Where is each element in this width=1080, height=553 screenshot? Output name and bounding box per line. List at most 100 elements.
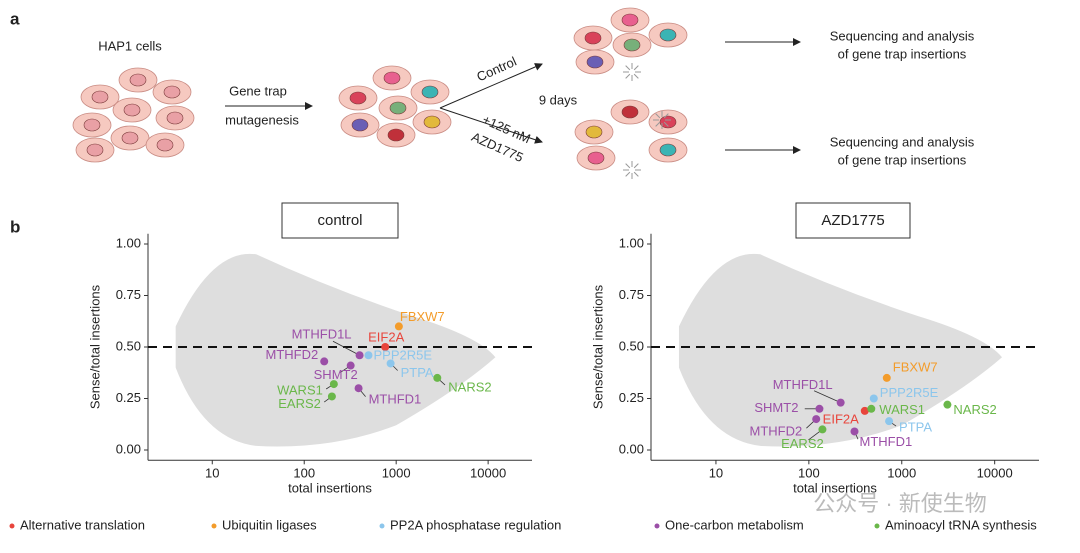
diagram-label: mutagenesis (225, 112, 299, 127)
point-label: EIF2A (368, 329, 404, 344)
nucleus (621, 105, 639, 119)
point-label: MTHFD2 (266, 347, 319, 362)
nucleus (659, 115, 677, 129)
point (320, 357, 329, 366)
point-label: NARS2 (953, 402, 996, 417)
dead-cell (633, 163, 639, 169)
nucleus (584, 31, 602, 45)
point-label: MTHFD1L (773, 377, 833, 392)
point-label: WARS1 (879, 402, 925, 417)
diagram-label: Control (474, 54, 518, 85)
diagram-label: Sequencing and analysis (830, 134, 975, 149)
nucleus (83, 118, 101, 132)
legend-marker (874, 523, 880, 529)
y-tick-label: 0.50 (619, 338, 644, 353)
dead-cell (655, 113, 661, 119)
point-label: PPP2R5E (880, 385, 939, 400)
nucleus (383, 71, 401, 85)
point (386, 359, 395, 368)
x-tick-label: 10 (205, 466, 219, 481)
x-tick-label: 100 (798, 466, 820, 481)
background-cloud (678, 253, 1003, 447)
y-tick-label: 0.50 (116, 338, 141, 353)
diagram-label: of gene trap insertions (838, 46, 967, 61)
point-label: WARS1 (277, 383, 323, 398)
point (882, 373, 891, 382)
point (867, 404, 876, 413)
arrow (439, 63, 543, 109)
point-label: MTHFD1L (292, 327, 352, 342)
title-box (281, 202, 399, 239)
point-label: PTPA (401, 365, 434, 380)
diagram-label: Gene trap (229, 83, 287, 98)
chart-title: AZD1775 (821, 212, 884, 229)
x-tick-label: 10 (709, 466, 723, 481)
point-label: SHMT2 (314, 367, 358, 382)
point (885, 417, 894, 426)
nucleus (423, 115, 441, 129)
diagram-label: of gene trap insertions (838, 152, 967, 167)
point (836, 398, 845, 407)
legend-marker (379, 523, 385, 529)
nucleus (129, 73, 147, 87)
dead-cell (655, 121, 661, 127)
legend-label: PP2A phosphatase regulation (390, 517, 561, 532)
y-axis-label: Sense/total insertions (590, 284, 605, 409)
legend-label: Ubiquitin ligases (222, 517, 317, 532)
point (354, 384, 363, 393)
nucleus (121, 131, 139, 145)
point (943, 400, 952, 409)
nucleus (351, 118, 369, 132)
point-label: EIF2A (823, 411, 859, 426)
x-axis-label: total insertions (793, 481, 877, 496)
nucleus (156, 138, 174, 152)
dead-cell (625, 73, 631, 79)
point (364, 351, 373, 360)
nucleus (585, 125, 603, 139)
point-label: PTPA (899, 420, 932, 435)
nucleus (123, 103, 141, 117)
x-axis-label: total insertions (288, 481, 372, 496)
nucleus (166, 111, 184, 125)
nucleus (389, 101, 407, 115)
dead-cell (633, 171, 639, 177)
nucleus (659, 28, 677, 42)
point-label: FBXW7 (893, 359, 938, 374)
x-tick-label: 100 (293, 466, 315, 481)
point (394, 322, 403, 331)
x-tick-label: 10000 (977, 466, 1013, 481)
dead-cell (633, 65, 639, 71)
nucleus (163, 85, 181, 99)
point (433, 373, 442, 382)
diagram-label: HAP1 cells (98, 38, 162, 53)
y-tick-label: 0.00 (116, 441, 141, 456)
leader-line (813, 390, 841, 403)
point (329, 380, 338, 389)
nucleus (86, 143, 104, 157)
x-tick-label: 1000 (887, 466, 916, 481)
dead-cell (625, 163, 631, 169)
arrow (439, 107, 543, 144)
point-label: MTHFD1 (860, 434, 913, 449)
point-label: EARS2 (278, 396, 321, 411)
y-tick-label: 0.25 (619, 390, 644, 405)
x-tick-label: 10000 (470, 466, 506, 481)
point (815, 404, 824, 413)
nucleus (621, 13, 639, 27)
legend-label: One-carbon metabolism (665, 517, 804, 532)
dead-cell (663, 113, 669, 119)
point-label: MTHFD1 (369, 392, 422, 407)
point-label: PPP2R5E (373, 348, 432, 363)
nucleus (623, 38, 641, 52)
legend-marker (654, 523, 660, 529)
dead-cell (625, 171, 631, 177)
point (850, 427, 859, 436)
x-tick-label: 1000 (382, 466, 411, 481)
point-label: MTHFD2 (749, 424, 802, 439)
point (346, 361, 355, 370)
nucleus (587, 151, 605, 165)
dead-cell (633, 73, 639, 79)
nucleus (349, 91, 367, 105)
nucleus (387, 128, 405, 142)
